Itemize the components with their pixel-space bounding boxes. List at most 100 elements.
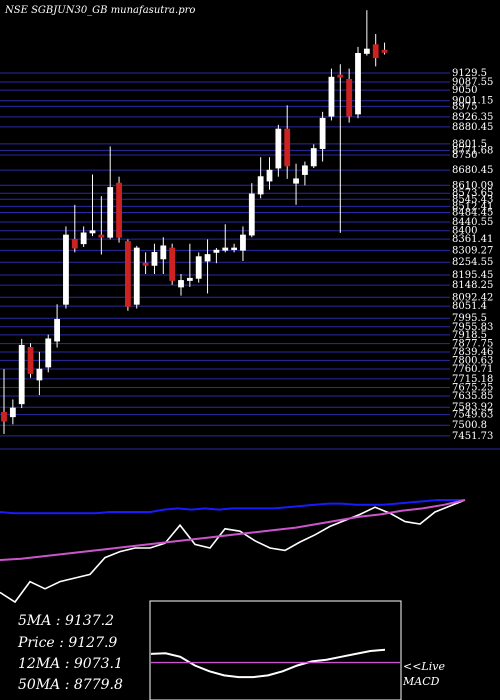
y-tick-label: 7500.8 [452,420,487,431]
candle-body [355,53,361,115]
stat-50ma: 50MA : 8779.8 [18,677,123,693]
candle-body [381,49,388,53]
y-tick-label: 8880.45 [452,122,493,133]
y-tick-label: 8309.27 [452,245,493,256]
candle-body [248,193,255,236]
price-axis: 9129.59087.5590509001.1589758926.358880.… [452,68,493,442]
price-grid [0,72,450,437]
macd-panel [150,648,400,679]
stat-label: 50MA [18,677,61,693]
y-tick-label: 8051.4 [452,301,487,312]
y-tick-label: 7800.63 [452,355,493,366]
y-tick-label: 7549.63 [452,410,493,421]
candle-body [169,247,176,281]
y-tick-label: 7995.5 [452,313,487,324]
candle-body [257,176,264,195]
y-tick-label: 8750 [452,150,477,161]
y-tick-label: 7839.46 [452,347,493,358]
candle-body [213,249,220,253]
candle-body [293,178,299,184]
candle-body [186,277,193,281]
candle-body [337,74,344,78]
candle-body [363,48,370,54]
y-tick-label: 8484.45 [452,207,493,218]
stat-value: 9137.2 [64,613,114,629]
candle-body [231,247,238,250]
macd-label: MACD [403,675,440,688]
candle-body [98,234,105,238]
candle-body [89,230,96,234]
y-tick-label: 8254.55 [452,257,493,268]
stat-value: 9073.1 [73,656,123,672]
candle-body [301,165,308,175]
candle-body [9,407,16,418]
candle-body [71,238,78,249]
stat-12ma: 12MA : 9073.1 [18,656,123,672]
candle-body [63,234,69,305]
macd-box [149,600,402,700]
candle-body [133,247,140,305]
candlestick-series [1,10,388,435]
stat-label: 5MA [18,613,52,629]
candle-body [328,76,335,117]
slow-average-line [0,499,466,561]
candle-body [178,280,184,288]
candle-body [27,347,34,374]
y-tick-label: 7635.85 [452,391,493,402]
y-tick-label: 8680.45 [452,165,493,176]
candle-body [36,368,43,381]
y-tick-label: 9001.15 [452,96,493,107]
candle-body [240,234,246,251]
stat-price: Price : 9127.9 [18,635,118,651]
candle-body [45,338,52,368]
y-tick-label: 8440.55 [452,217,493,228]
y-tick-label: 8801.5 [452,139,487,150]
candle-body [142,262,149,266]
candle-body [372,44,379,59]
candle-body [116,182,122,238]
candle-body [160,245,167,260]
candle-body [80,232,87,245]
y-tick-label: 7955.83 [452,322,493,333]
y-tick-label: 8771.68 [452,145,493,156]
y-tick-label: 8610.09 [452,180,493,191]
stat-label: 12MA [18,656,61,672]
y-tick-label: 8361.41 [452,234,493,245]
candle-body [54,319,60,342]
candle-body [275,128,282,169]
candle-body [346,78,353,117]
stat-value: 8779.8 [73,677,123,693]
candle-body [266,169,273,182]
candle-body [222,247,229,251]
candle-body [310,148,317,167]
y-tick-label: 7675.25 [452,382,493,393]
y-tick-label: 9129.5 [452,68,487,79]
candle-body [284,128,291,167]
candle-body [18,344,25,405]
y-tick-label: 7451.73 [452,431,493,442]
y-tick-label: 9087.55 [452,77,493,88]
candle-body [151,251,158,266]
medium-average-line [0,499,465,515]
moving-average-panel [0,499,466,604]
fast-average-line [0,499,466,604]
y-tick-label: 8512.41 [452,201,493,212]
y-tick-label: 8573.65 [452,188,493,199]
live-label: <<Live [403,660,445,673]
stat-value: 9127.9 [68,635,118,651]
y-tick-label: 7715.18 [452,374,493,385]
candle-body [107,187,114,238]
candle-body [1,411,7,422]
y-tick-label: 8975 [452,101,477,112]
candle-body [204,254,211,262]
candle-body [195,256,202,279]
y-tick-label: 8092.42 [452,292,493,303]
chart-title: NSE SGBJUN30_GB munafasutra.pro [4,5,195,16]
y-tick-label: 7760.71 [452,364,493,375]
y-tick-label: 7583.92 [452,402,493,413]
y-tick-label: 8400 [452,226,477,237]
y-tick-label: 9050 [452,85,477,96]
y-tick-label: 8148.25 [452,280,493,291]
y-tick-label: 7877.75 [452,339,493,350]
